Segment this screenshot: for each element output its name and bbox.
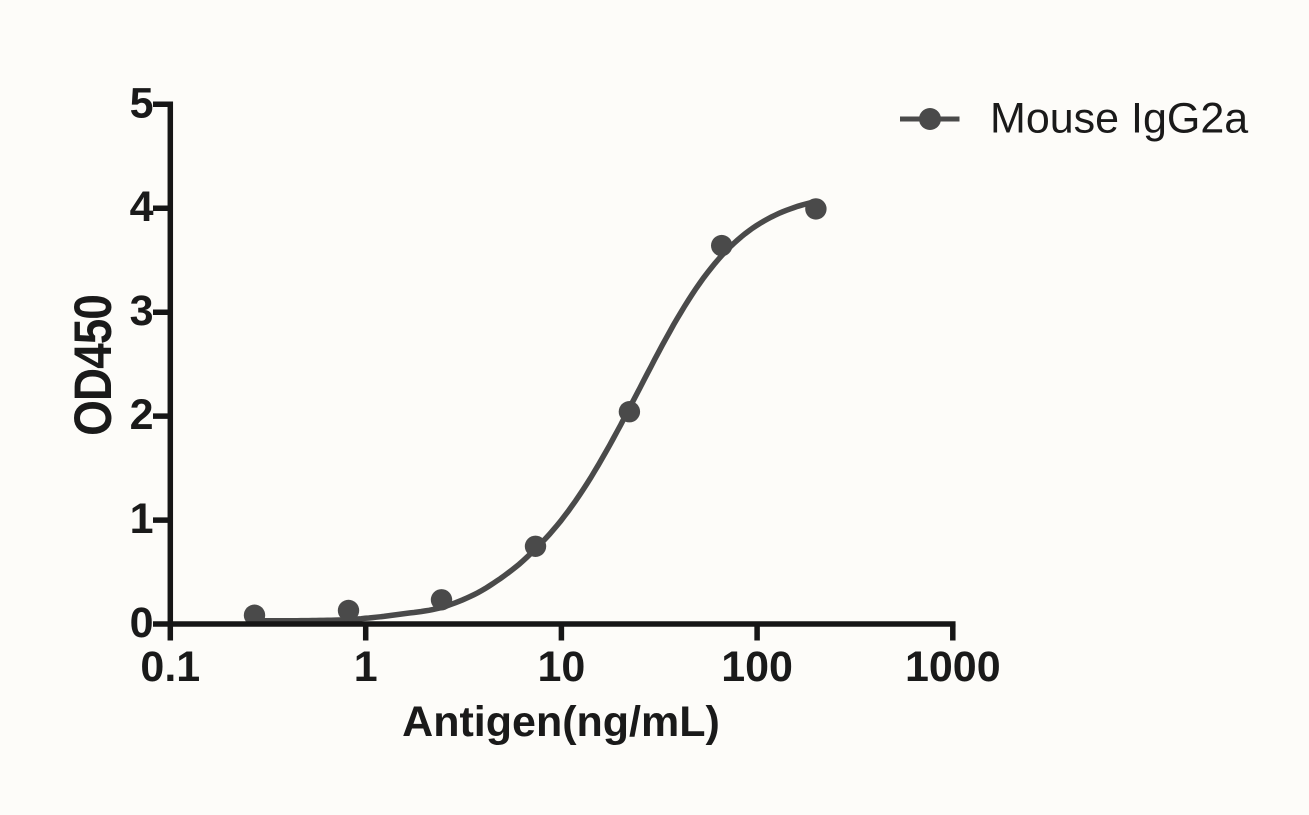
svg-text:0.1: 0.1	[140, 643, 200, 691]
svg-text:OD450: OD450	[63, 295, 123, 436]
svg-text:1: 1	[130, 495, 154, 543]
svg-text:5: 5	[130, 79, 154, 127]
svg-text:3: 3	[130, 287, 154, 335]
svg-text:Mouse IgG2a: Mouse IgG2a	[990, 95, 1248, 143]
svg-text:2: 2	[130, 391, 154, 439]
svg-text:10: 10	[537, 643, 585, 691]
svg-text:Antigen(ng/mL): Antigen(ng/mL)	[402, 698, 720, 746]
svg-text:1: 1	[354, 643, 378, 691]
svg-text:1000: 1000	[905, 643, 1001, 691]
svg-text:100: 100	[721, 643, 793, 691]
svg-text:0: 0	[130, 599, 154, 647]
svg-text:4: 4	[130, 183, 154, 231]
